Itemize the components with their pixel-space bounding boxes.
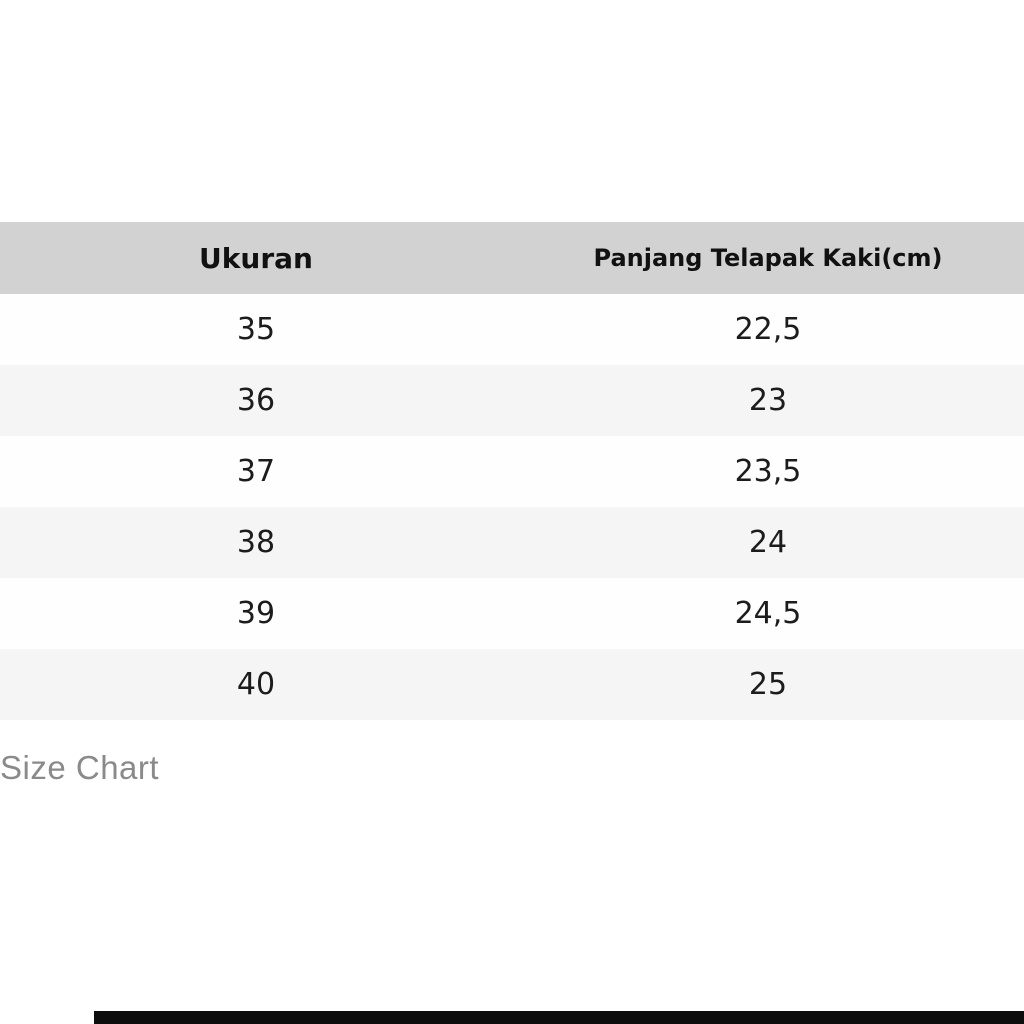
table-row: 39 24,5 [0,578,1024,649]
length-value: 22,5 [734,312,802,347]
column-header-panjang-telapak-kaki: Panjang Telapak Kaki(cm) [593,244,943,272]
size-value: 38 [236,525,276,560]
size-value: 40 [236,667,276,702]
table-row: 37 23,5 [0,436,1024,507]
length-value: 24,5 [734,596,802,631]
table-header-row: Ukuran Panjang Telapak Kaki(cm) [0,222,1024,294]
length-value: 24 [748,525,788,560]
size-value: 37 [236,454,276,489]
column-header-ukuran: Ukuran [199,241,313,275]
table-row: 38 24 [0,507,1024,578]
length-value: 25 [748,667,788,702]
table-row: 36 23 [0,365,1024,436]
table-row: 40 25 [0,649,1024,720]
next-section-edge-bar [94,1011,1024,1024]
size-chart-caption: Size Chart [0,749,160,786]
size-value: 35 [236,312,276,347]
length-value: 23,5 [734,454,802,489]
table-row: 35 22,5 [0,294,1024,365]
size-value: 39 [236,596,276,631]
length-value: 23 [748,383,788,418]
size-value: 36 [236,383,276,418]
size-chart-table: Ukuran Panjang Telapak Kaki(cm) 35 22,5 … [0,222,1024,720]
